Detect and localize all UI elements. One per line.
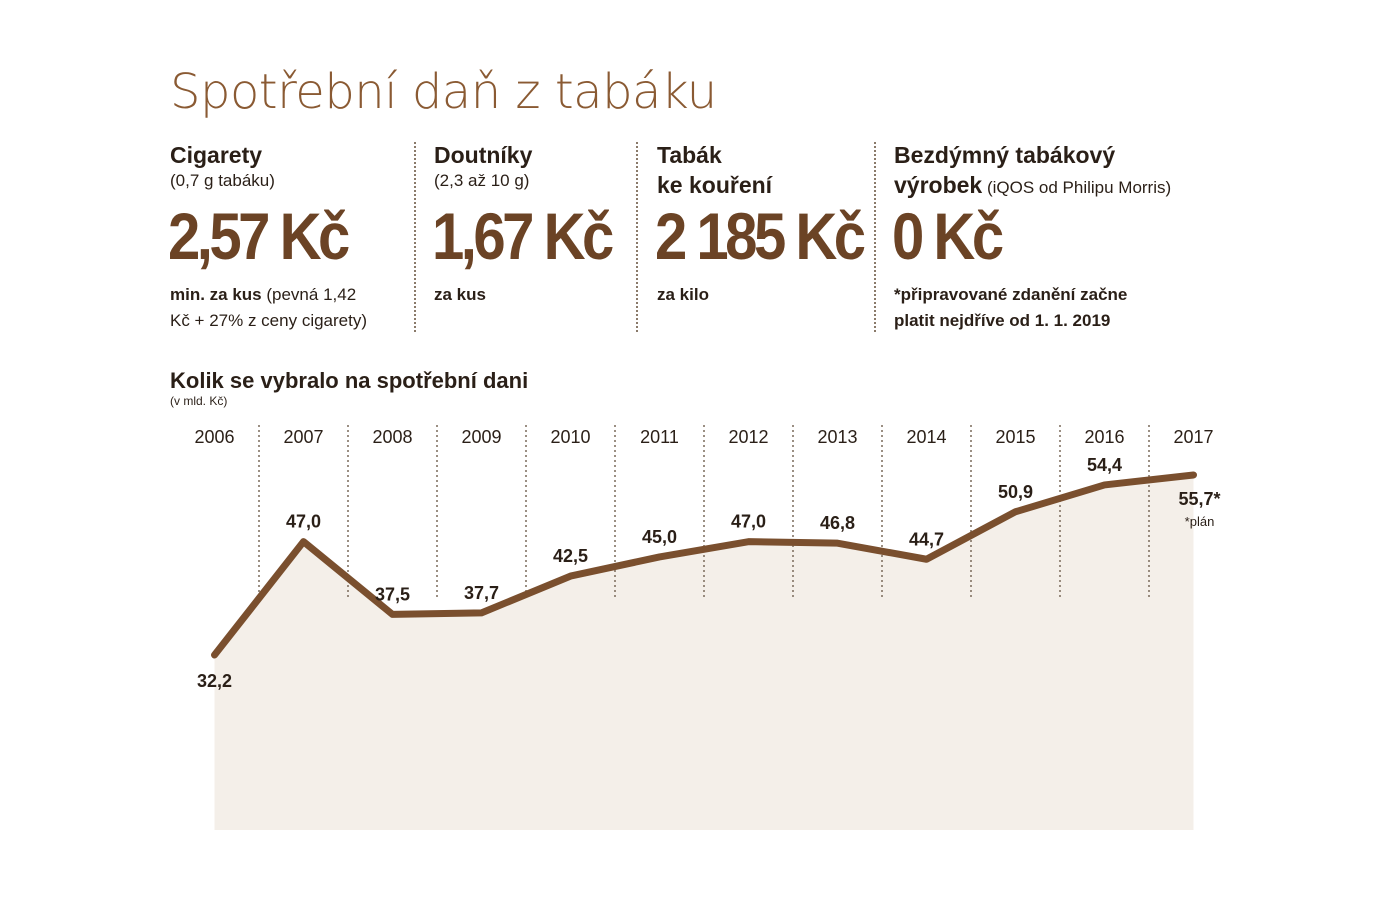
column-divider [636,142,638,332]
year-label: 2009 [461,427,501,447]
data-label: 47,0 [286,512,321,532]
data-label: 47,0 [731,512,766,532]
product-heated-tobacco: Bezdýmný tabákový výrobek (iQOS od Phili… [892,140,1171,330]
tax-note: za kilo [657,282,709,308]
product-detail: (2,3 až 10 g) [434,171,530,190]
chart-area-fill [214,475,1194,830]
data-label: 50,9 [998,482,1033,502]
tax-note: min. za kus (pevná 1,42 Kč + 27% z ceny … [170,282,367,334]
data-label: 44,7 [909,529,944,549]
year-label: 2011 [640,427,679,447]
chart-unit: (v mld. Kč) [170,394,228,408]
tax-note-bold: min. za kus [170,285,262,304]
data-label: 37,5 [375,584,410,604]
tax-value: 0 Kč [892,199,1004,273]
tax-note-bold: za kus [434,285,486,304]
chart-title: Kolik se vybralo na spotřební dani [170,368,529,393]
tax-value: 1,67 Kč [432,199,614,273]
product-cigarettes: Cigarety (0,7 g tabáku) 2,57 Kč min. za … [168,140,367,330]
data-label: 42,5 [553,546,588,566]
plan-footnote: *plán [1185,514,1215,529]
product-name-word: výrobek [894,172,983,198]
product-name-line2: výrobek (iQOS od Philipu Morris) [894,170,1171,203]
product-detail: (iQOS od Philipu Morris) [982,178,1172,197]
data-label: 46,8 [820,513,855,533]
product-name: Doutníky [434,142,533,168]
year-label: 2014 [906,427,946,447]
product-cigars: Doutníky (2,3 až 10 g) 1,67 Kč za kus [432,140,614,304]
tax-note-bold: za kilo [657,285,709,304]
data-label: 37,7 [464,583,499,603]
product-detail: (0,7 g tabáku) [170,171,275,190]
tax-note-line2: platit nejdříve od 1. 1. 2019 [894,311,1111,330]
year-label: 2015 [995,427,1035,447]
tax-note: *připravované zdanění začne platit nejdř… [894,282,1127,334]
year-label: 2006 [194,427,234,447]
product-name-line1: Bezdýmný tabákový [894,142,1116,168]
tax-note-rest: (pevná 1,42 [261,285,357,304]
tax-note: za kus [434,282,486,308]
product-name: Cigarety [170,142,263,168]
column-divider [874,142,876,332]
column-divider [414,142,416,332]
year-label: 2016 [1084,427,1124,447]
data-label: 55,7* [1178,489,1220,509]
year-label: 2013 [817,427,857,447]
year-label: 2010 [550,427,590,447]
year-label: 2007 [283,427,323,447]
product-name-line2: ke kouření [657,172,773,198]
product-name-line1: Tabák [657,142,722,168]
year-label: 2008 [372,427,412,447]
product-smoking-tobacco: Tabák ke kouření 2 185 Kč za kilo [655,140,866,304]
tax-note-line1: *připravované zdanění začne [894,285,1128,304]
data-label: 54,4 [1087,455,1122,475]
data-label: 32,2 [197,671,232,691]
tax-note-line2: Kč + 27% z ceny cigarety) [170,311,368,330]
year-label: 2017 [1173,427,1213,447]
tax-value: 2,57 Kč [168,199,350,273]
data-label: 45,0 [642,527,677,547]
page-title: Spotřební daň z tabáku [170,64,717,120]
tax-value: 2 185 Kč [655,199,866,273]
series-line [211,471,1197,659]
year-label: 2012 [728,427,768,447]
